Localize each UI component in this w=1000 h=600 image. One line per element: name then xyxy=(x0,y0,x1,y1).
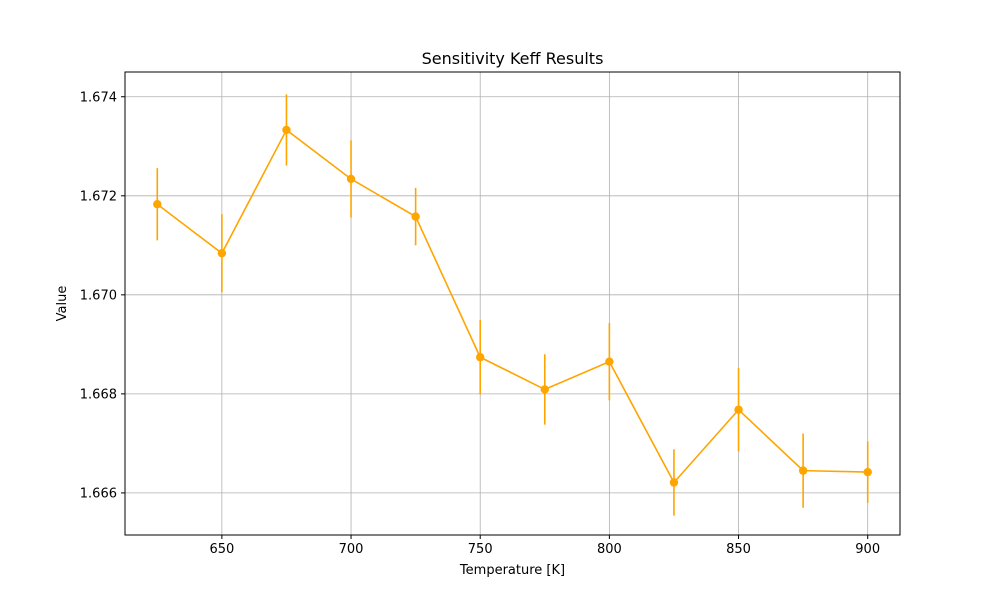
data-point xyxy=(863,467,872,477)
x-tick-label: 750 xyxy=(468,542,493,557)
data-point xyxy=(411,212,420,221)
data-point xyxy=(153,200,162,209)
plot-frame xyxy=(124,71,901,536)
x-axis-label: Temperature [K] xyxy=(459,563,565,578)
data-point xyxy=(605,357,614,366)
y-axis-label: Value xyxy=(55,286,70,322)
y-tick-label: 1.670 xyxy=(80,288,117,303)
x-tick-label: 800 xyxy=(597,542,622,557)
data-point xyxy=(798,466,808,475)
x-tick-label: 700 xyxy=(339,542,364,557)
x-tick-label: 900 xyxy=(855,542,880,557)
y-tick-label: 1.672 xyxy=(80,189,117,204)
data-point xyxy=(669,478,679,487)
data-point xyxy=(734,405,743,414)
grid xyxy=(125,72,900,535)
data-point xyxy=(540,385,549,394)
series-layer xyxy=(153,94,872,516)
y-tick-label: 1.666 xyxy=(80,486,117,501)
data-point xyxy=(282,125,291,135)
axis-ticks: 650 700 750 800 850 900 1.666 1.668 1.670 1.672 1.… xyxy=(80,90,880,557)
data-point xyxy=(217,249,227,258)
x-tick-label: 850 xyxy=(726,542,751,557)
y-tick-label: 1.674 xyxy=(80,90,117,105)
series-line xyxy=(156,128,868,484)
y-tick-label: 1.668 xyxy=(80,387,117,402)
x-tick-label: 650 xyxy=(209,542,234,557)
chart-title: Sensitivity Keff Results xyxy=(422,49,604,68)
data-point xyxy=(346,174,356,184)
data-point xyxy=(476,353,485,362)
